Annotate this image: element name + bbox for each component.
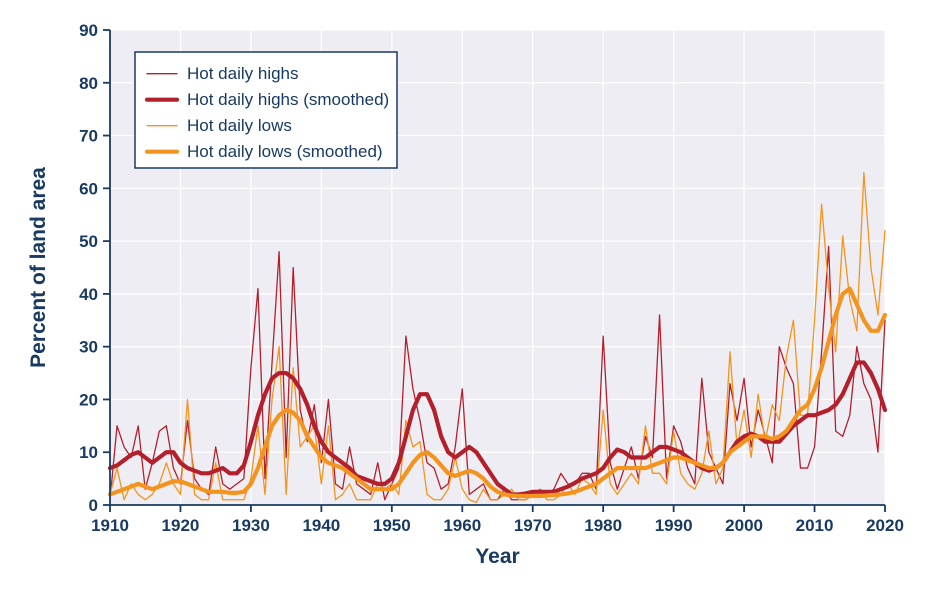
legend-label: Hot daily lows (smoothed) <box>187 142 383 161</box>
x-tick-label: 1920 <box>162 516 200 535</box>
x-tick-label: 1990 <box>655 516 693 535</box>
y-tick-label: 20 <box>79 390 98 409</box>
legend: Hot daily highs Hot daily highs (smoothed… <box>135 52 397 168</box>
x-tick-label: 1960 <box>443 516 481 535</box>
x-tick-label: 1940 <box>302 516 340 535</box>
x-tick-label: 1950 <box>373 516 411 535</box>
x-tick-label: 2020 <box>866 516 904 535</box>
y-tick-label: 90 <box>79 21 98 40</box>
y-tick-label: 40 <box>79 285 98 304</box>
y-tick-label: 0 <box>89 496 98 515</box>
x-tick-label: 2010 <box>796 516 834 535</box>
x-tick-label: 2000 <box>725 516 763 535</box>
x-tick-label: 1980 <box>584 516 622 535</box>
x-tick-label: 1910 <box>91 516 129 535</box>
y-tick-label: 50 <box>79 232 98 251</box>
y-tick-label: 80 <box>79 74 98 93</box>
x-axis-title: Year <box>475 545 519 568</box>
y-tick-label: 10 <box>79 443 98 462</box>
y-tick-label: 70 <box>79 127 98 146</box>
y-tick-label: 60 <box>79 179 98 198</box>
x-tick-label: 1930 <box>232 516 270 535</box>
y-axis-title: Percent of land area <box>27 167 50 368</box>
legend-label: Hot daily highs <box>187 64 299 83</box>
legend-label: Hot daily lows <box>187 116 292 135</box>
legend-label: Hot daily highs (smoothed) <box>187 90 389 109</box>
y-tick-label: 30 <box>79 338 98 357</box>
x-tick-label: 1970 <box>514 516 552 535</box>
chart-svg: 0 10 20 30 40 50 60 70 80 90 1910 1920 1930 1940 1950 1… <box>0 0 928 591</box>
